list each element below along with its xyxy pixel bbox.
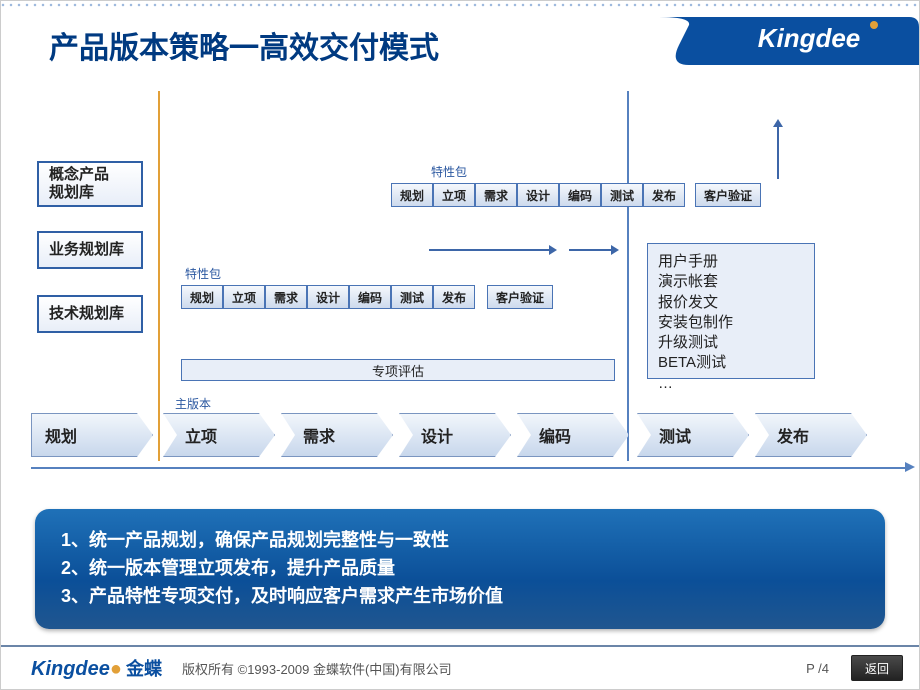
doc-box: 用户手册演示帐套报价发文安装包制作升级测试BETA测试… [647, 243, 815, 379]
mid-step-0: 规划 [181, 285, 223, 309]
vline-1 [627, 91, 629, 461]
library-box-2: 技术规划库 [37, 295, 143, 333]
feature-label-top: 特性包 [431, 163, 467, 180]
mid-step-6: 发布 [433, 285, 475, 309]
chevron-0: 规划 [31, 413, 153, 457]
eval-box: 专项评估 [181, 359, 615, 381]
library-box-0: 概念产品规划库 [37, 161, 143, 207]
top-step-3: 设计 [517, 183, 559, 207]
footer: Kingdee●金蝶 版权所有 ©1993-2009 金蝶软件(中国)有限公司 … [1, 645, 919, 689]
top-step-0: 规划 [391, 183, 433, 207]
top-validate: 客户验证 [695, 183, 761, 207]
summary-line-3: 3、产品特性专项交付，及时响应客户需求产生市场价值 [61, 583, 859, 611]
mid-step-5: 测试 [391, 285, 433, 309]
chevron-6: 发布 [755, 413, 867, 457]
mid-step-2: 需求 [265, 285, 307, 309]
axis-arrow [905, 462, 915, 472]
chevron-2: 需求 [281, 413, 393, 457]
top-step-6: 发布 [643, 183, 685, 207]
chevron-1: 立项 [163, 413, 275, 457]
copyright: 版权所有 ©1993-2009 金蝶软件(中国)有限公司 [182, 659, 452, 678]
mid-step-1: 立项 [223, 285, 265, 309]
footer-logo: Kingdee●金蝶 [31, 655, 162, 681]
feature-label-mid: 特性包 [185, 265, 221, 282]
summary-line-1: 1、统一产品规划，确保产品规划完整性与一致性 [61, 527, 859, 555]
library-box-1: 业务规划库 [37, 231, 143, 269]
top-step-1: 立项 [433, 183, 475, 207]
page-number: P /4 [806, 661, 829, 676]
logo-ribbon: Kingdee [659, 11, 919, 65]
header: 产品版本策略一高效交付模式 Kingdee [1, 1, 919, 73]
mid-step-4: 编码 [349, 285, 391, 309]
arrow-v-right [771, 119, 785, 179]
back-button[interactable]: 返回 [851, 655, 903, 681]
chevron-3: 设计 [399, 413, 511, 457]
diagram-area: 概念产品规划库业务规划库技术规划库特性包特性包主版本规划立项需求设计编码测试发布… [1, 91, 920, 491]
mid-step-3: 设计 [307, 285, 349, 309]
chevron-5: 测试 [637, 413, 749, 457]
summary-panel: 1、统一产品规划，确保产品规划完整性与一致性 2、统一版本管理立项发布，提升产品… [35, 509, 885, 629]
axis-line [31, 467, 907, 469]
summary-line-2: 2、统一版本管理立项发布，提升产品质量 [61, 555, 859, 583]
arrow-h-1 [429, 243, 557, 257]
page-title: 产品版本策略一高效交付模式 [49, 23, 439, 67]
top-step-5: 测试 [601, 183, 643, 207]
chevron-4: 编码 [517, 413, 629, 457]
arrow-h-2 [569, 243, 619, 257]
svg-text:Kingdee: Kingdee [758, 23, 861, 53]
vline-0 [158, 91, 160, 461]
top-step-2: 需求 [475, 183, 517, 207]
mid-validate: 客户验证 [487, 285, 553, 309]
top-step-4: 编码 [559, 183, 601, 207]
main-version-label: 主版本 [175, 395, 211, 412]
